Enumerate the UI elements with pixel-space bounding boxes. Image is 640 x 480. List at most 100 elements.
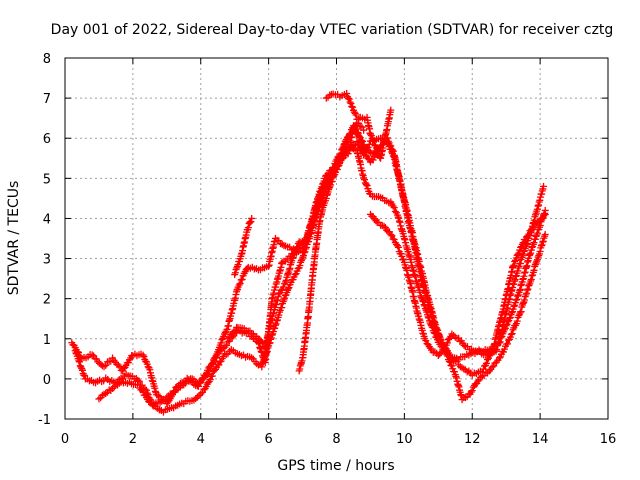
- data-point: [107, 357, 115, 365]
- data-point: [76, 358, 84, 366]
- data-point: [541, 210, 549, 218]
- data-marks: [68, 90, 549, 416]
- data-point: [279, 283, 287, 291]
- data-point: [246, 218, 254, 226]
- data-point: [347, 99, 355, 107]
- data-point: [348, 103, 356, 111]
- data-point: [380, 222, 388, 230]
- data-point: [360, 176, 368, 184]
- data-point: [235, 281, 243, 289]
- data-point: [357, 138, 365, 146]
- x-tick-label: 10: [396, 432, 413, 447]
- data-point: [360, 126, 368, 134]
- data-point: [77, 363, 85, 371]
- data-point: [389, 235, 397, 243]
- x-tick-label: 2: [129, 432, 137, 447]
- data-point: [337, 149, 345, 157]
- data-point: [293, 244, 301, 252]
- series-trace-6: [231, 214, 256, 279]
- series-trace-3: [95, 134, 549, 408]
- x-tick-label: 8: [332, 432, 340, 447]
- y-tick-label: -1: [38, 413, 51, 428]
- data-point: [341, 140, 349, 148]
- data-point: [272, 320, 280, 328]
- data-point: [208, 360, 216, 368]
- data-point: [288, 254, 296, 262]
- data-point: [258, 363, 266, 371]
- series-trace-1: [68, 122, 549, 408]
- data-point: [268, 331, 276, 339]
- data-point: [535, 251, 543, 259]
- data-point: [527, 275, 535, 283]
- data-point: [541, 230, 549, 238]
- data-point: [534, 253, 542, 261]
- data-point: [248, 214, 256, 222]
- data-point: [540, 182, 548, 190]
- data-point: [484, 356, 492, 364]
- data-point: [114, 361, 122, 369]
- chart-title: Day 001 of 2022, Sidereal Day-to-day VTE…: [51, 22, 614, 38]
- data-point: [388, 148, 396, 156]
- data-point: [522, 291, 530, 299]
- data-point: [390, 204, 398, 212]
- data-point: [233, 264, 241, 272]
- data-point: [72, 349, 80, 357]
- data-point: [291, 271, 299, 279]
- data-point: [349, 103, 357, 111]
- y-tick-label: 7: [43, 92, 51, 107]
- data-point: [247, 218, 255, 226]
- data-point: [509, 262, 517, 270]
- data-point: [197, 390, 205, 398]
- data-point: [533, 229, 541, 237]
- x-tick-label: 16: [600, 432, 617, 447]
- data-point: [296, 262, 304, 270]
- data-point: [238, 275, 246, 283]
- x-tick-label: 0: [61, 432, 69, 447]
- data-point: [425, 343, 433, 351]
- data-point: [234, 261, 242, 269]
- data-point: [451, 333, 459, 341]
- y-tick-label: 1: [43, 333, 51, 348]
- x-axis-label: GPS time / hours: [277, 458, 394, 474]
- data-point: [510, 261, 518, 269]
- y-tick-label: 5: [43, 172, 51, 187]
- data-point: [420, 301, 428, 309]
- x-tick-label: 12: [464, 432, 481, 447]
- data-point: [373, 150, 381, 158]
- data-point: [530, 266, 538, 274]
- y-tick-label: 8: [43, 52, 51, 67]
- data-point: [88, 351, 96, 359]
- data-point: [297, 257, 305, 265]
- data-point: [369, 136, 377, 144]
- data-point: [204, 371, 212, 379]
- data-point: [530, 239, 538, 247]
- series-trace-7: [224, 125, 381, 352]
- data-point: [515, 249, 523, 257]
- data-point: [353, 125, 361, 133]
- series-trace-2: [71, 141, 549, 416]
- data-point: [524, 285, 532, 293]
- x-tick-label: 14: [532, 432, 549, 447]
- data-point: [278, 304, 286, 312]
- data-point: [209, 359, 217, 367]
- data-point: [330, 172, 338, 180]
- data-point: [224, 335, 232, 343]
- data-point: [528, 272, 536, 280]
- data-point: [532, 232, 540, 240]
- data-point: [536, 222, 544, 230]
- data-point: [485, 367, 493, 375]
- data-point: [468, 387, 476, 395]
- data-point: [236, 280, 244, 288]
- data-point: [293, 243, 301, 251]
- data-point: [305, 223, 313, 231]
- data-point: [523, 241, 531, 249]
- data-point: [231, 269, 239, 277]
- data-point: [460, 341, 468, 349]
- data-point: [419, 298, 427, 306]
- data-point: [116, 363, 124, 371]
- data-point: [479, 365, 487, 373]
- data-point: [278, 258, 286, 266]
- data-point: [513, 317, 521, 325]
